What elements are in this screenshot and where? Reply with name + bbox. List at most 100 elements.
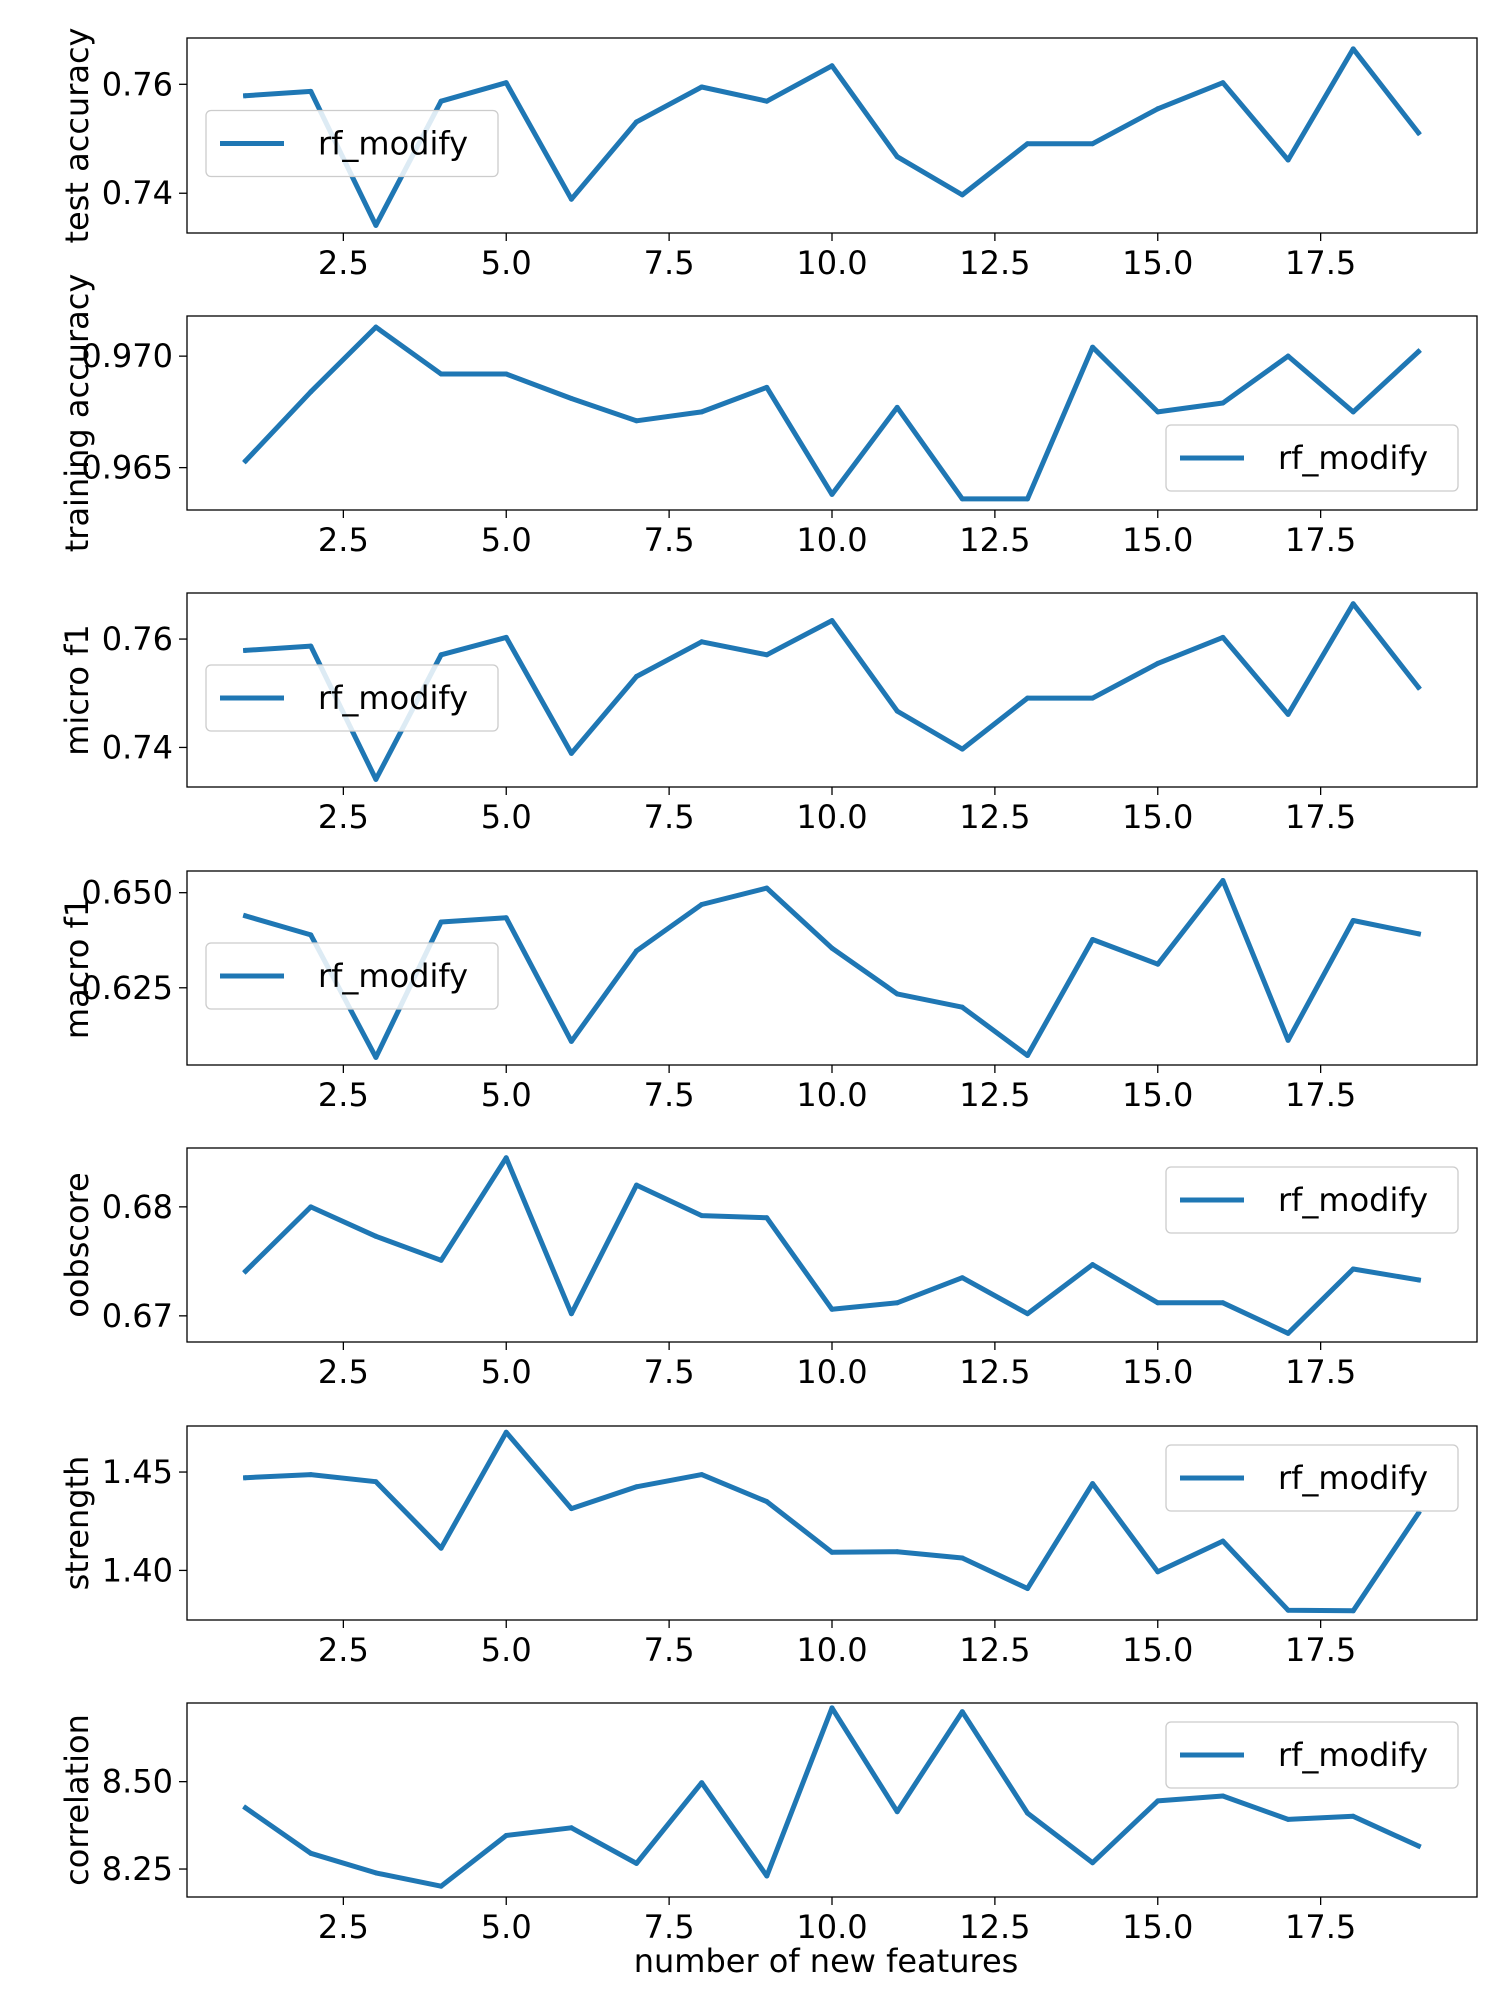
data-point [1155, 961, 1161, 967]
x-tick-label: 5.0 [481, 1631, 532, 1669]
data-point [1415, 1843, 1421, 1849]
x-tick-label: 7.5 [644, 244, 695, 282]
data-point [243, 1475, 249, 1481]
x-tick-label: 12.5 [959, 798, 1030, 836]
x-tick-label: 15.0 [1122, 1908, 1193, 1946]
subplot-1: 0.74 0.76 2.5 5.0 7.5 10.0 12.5 15.0 17.5 test ac… [58, 28, 1478, 282]
x-tick-label: 17.5 [1285, 521, 1356, 559]
y-tick-label: 8.50 [102, 1763, 173, 1801]
data-point [1220, 634, 1226, 640]
data-point [1415, 684, 1421, 690]
data-point [1415, 130, 1421, 136]
subplot-5: 0.67 0.68 2.5 5.0 7.5 10.0 12.5 15.0 17.5 oobscor… [58, 1147, 1478, 1391]
data-point [959, 1555, 965, 1561]
data-point [503, 80, 509, 86]
legend-box [1165, 1721, 1459, 1789]
y-axis-label: macro f1 [58, 897, 96, 1039]
data-point [1090, 344, 1096, 350]
x-tick-label: 12.5 [959, 1908, 1030, 1946]
x-tick-label: 5.0 [481, 798, 532, 836]
data-point [1025, 1311, 1030, 1317]
data-point [829, 1549, 835, 1555]
y-axis-label: micro f1 [58, 624, 96, 755]
legend-label: rf_modify [318, 679, 468, 717]
x-tick-label: 12.5 [959, 1631, 1030, 1669]
data-point [373, 1870, 379, 1876]
legend-label: rf_modify [1278, 1736, 1428, 1774]
data-point [1220, 1793, 1226, 1799]
data-point [1025, 496, 1030, 502]
data-point [894, 991, 900, 997]
x-tick-label: 2.5 [318, 1908, 369, 1946]
y-tick-label: 0.625 [81, 969, 173, 1007]
data-point [634, 1182, 639, 1188]
data-point [1350, 409, 1356, 415]
data-point [1220, 80, 1226, 86]
data-point [894, 404, 900, 410]
y-axis-label: strength [58, 1456, 96, 1591]
data-point [634, 1484, 639, 1490]
data-point [699, 639, 705, 645]
x-tick-label: 15.0 [1122, 1353, 1193, 1391]
data-point [308, 643, 314, 649]
legend: rf_modify [205, 664, 499, 732]
y-tick-label: 0.650 [81, 874, 173, 912]
data-point [1220, 878, 1226, 883]
data-point [1090, 937, 1096, 942]
y-tick-label: 0.76 [102, 65, 173, 103]
x-tick-label: 2.5 [318, 1353, 369, 1391]
data-point [829, 618, 835, 624]
data-point [764, 384, 770, 390]
data-point [959, 746, 965, 752]
data-point [1025, 1586, 1030, 1591]
y-tick-label: 1.40 [102, 1551, 173, 1589]
data-point [1090, 1262, 1096, 1268]
data-point [1415, 1277, 1421, 1283]
data-point [568, 396, 574, 401]
data-point [1025, 695, 1030, 701]
legend: rf_modify [1165, 424, 1459, 492]
x-tick-label: 5.0 [481, 521, 532, 559]
data-point [1155, 660, 1161, 666]
subplot-4: 0.625 0.650 2.5 5.0 7.5 10.0 12.5 15.0 17.5 macro… [58, 870, 1478, 1114]
x-tick-label: 15.0 [1122, 1076, 1193, 1114]
data-point [243, 1805, 249, 1811]
x-tick-label: 12.5 [959, 244, 1030, 282]
data-point [503, 1155, 509, 1161]
legend-label: rf_modify [1278, 1459, 1428, 1497]
legend: rf_modify [1165, 1721, 1459, 1789]
legend-label: rf_modify [318, 957, 468, 995]
data-point [764, 885, 770, 891]
data-point [764, 1215, 770, 1221]
legend-label: rf_modify [1278, 439, 1428, 477]
data-point [308, 1850, 314, 1856]
data-point [1415, 349, 1421, 355]
x-tick-label: 10.0 [796, 1631, 867, 1669]
data-point [308, 389, 314, 395]
x-tick-label: 7.5 [644, 1353, 695, 1391]
data-point [1025, 1810, 1030, 1816]
data-point [764, 652, 770, 658]
data-point [503, 634, 509, 640]
data-point [699, 1472, 705, 1478]
data-point [568, 1506, 574, 1512]
data-point [243, 647, 249, 653]
legend: rf_modify [205, 942, 499, 1010]
data-point [373, 1479, 379, 1485]
data-point [1025, 1053, 1030, 1058]
data-point [1350, 918, 1356, 923]
data-point [1155, 1569, 1161, 1575]
x-tick-label: 5.0 [481, 1908, 532, 1946]
x-tick-label: 15.0 [1122, 798, 1193, 836]
x-tick-label: 17.5 [1285, 1908, 1356, 1946]
data-point [438, 371, 444, 377]
x-tick-label: 12.5 [959, 1076, 1030, 1114]
data-point [503, 1833, 509, 1838]
x-tick-label: 5.0 [481, 1076, 532, 1114]
x-tick-label: 17.5 [1285, 1631, 1356, 1669]
y-axis-label: test accuracy [58, 28, 96, 244]
data-point [699, 1213, 705, 1219]
y-tick-label: 0.68 [102, 1188, 173, 1226]
x-tick-label: 17.5 [1285, 798, 1356, 836]
data-point [438, 1883, 444, 1889]
